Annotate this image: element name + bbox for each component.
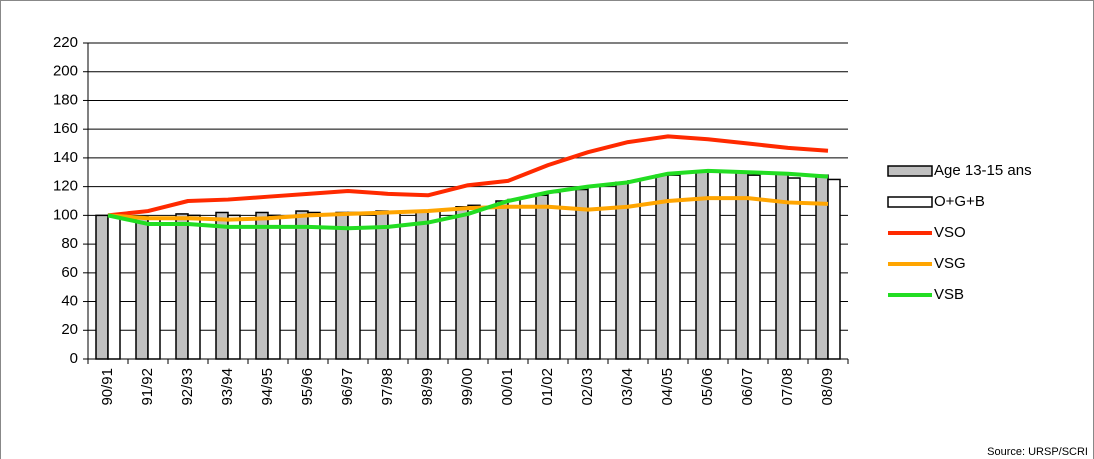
x-tick-label: 01/02 xyxy=(539,368,556,406)
x-tick-label: 94/95 xyxy=(259,368,276,406)
legend-label: VSG xyxy=(934,255,966,272)
legend-label: Age 13-15 ans xyxy=(934,162,1032,179)
x-tick-label: 02/03 xyxy=(579,368,596,406)
bar xyxy=(495,200,509,360)
x-tick-label: 96/97 xyxy=(339,368,356,406)
bar xyxy=(147,217,161,360)
x-tick-label: 03/04 xyxy=(619,368,636,406)
x-tick-label: 99/00 xyxy=(459,368,476,406)
x-tick-label: 04/05 xyxy=(659,368,676,406)
y-tick-label: 180 xyxy=(53,91,78,108)
x-tick-label: 95/96 xyxy=(299,368,316,406)
x-tick-label: 98/99 xyxy=(419,368,436,406)
legend-label: VSB xyxy=(934,286,964,303)
x-tick-label: 07/08 xyxy=(779,368,796,406)
x-tick-label: 06/07 xyxy=(739,368,756,406)
legend-label: VSO xyxy=(934,224,966,241)
bar xyxy=(227,214,241,360)
x-tick-label: 08/09 xyxy=(819,368,836,406)
y-tick-label: 160 xyxy=(53,120,78,137)
x-tick-label: 91/92 xyxy=(139,368,156,406)
x-tick-label: 93/94 xyxy=(219,368,236,406)
bar xyxy=(307,211,321,360)
y-tick-label: 60 xyxy=(61,264,78,281)
y-tick-label: 20 xyxy=(61,321,78,338)
line xyxy=(107,134,829,218)
bar xyxy=(455,205,469,360)
bar xyxy=(387,211,401,360)
y-tick-label: 0 xyxy=(70,350,78,367)
bar xyxy=(507,198,521,360)
bar xyxy=(415,210,429,360)
bar xyxy=(827,178,841,360)
y-tick-label: 40 xyxy=(61,293,78,310)
bar xyxy=(347,211,361,360)
x-tick-label: 90/91 xyxy=(99,368,116,406)
y-tick-label: 120 xyxy=(53,178,78,195)
bar xyxy=(175,213,189,360)
bar xyxy=(747,174,761,360)
bar xyxy=(467,204,481,360)
x-tick-label: 97/98 xyxy=(379,368,396,406)
legend-swatch xyxy=(887,196,933,208)
y-tick-label: 200 xyxy=(53,63,78,80)
legend-label: O+G+B xyxy=(934,193,985,210)
bar xyxy=(575,188,589,360)
bar xyxy=(267,214,281,360)
x-tick-label: 00/01 xyxy=(499,368,516,406)
bar xyxy=(375,210,389,360)
bar xyxy=(587,185,601,360)
bar xyxy=(787,177,801,360)
x-tick-label: 92/93 xyxy=(179,368,196,406)
bar xyxy=(335,211,349,360)
bar xyxy=(107,214,121,360)
bar xyxy=(427,210,441,360)
y-tick-label: 140 xyxy=(53,149,78,166)
bar xyxy=(535,194,549,360)
bar xyxy=(255,211,269,360)
bar xyxy=(95,214,109,360)
source-note: Source: URSP/SCRI xyxy=(987,446,1088,458)
y-tick-label: 220 xyxy=(53,34,78,51)
y-tick-label: 100 xyxy=(53,206,78,223)
line xyxy=(107,168,829,231)
bar xyxy=(187,214,201,360)
legend-swatch xyxy=(887,165,933,177)
bar xyxy=(215,211,229,360)
bar xyxy=(735,171,749,360)
bar xyxy=(295,210,309,360)
bar xyxy=(707,171,721,360)
x-tick-label: 05/06 xyxy=(699,368,716,406)
bar xyxy=(135,216,149,360)
y-tick-label: 80 xyxy=(61,235,78,252)
line xyxy=(107,196,829,222)
bar xyxy=(547,191,561,360)
